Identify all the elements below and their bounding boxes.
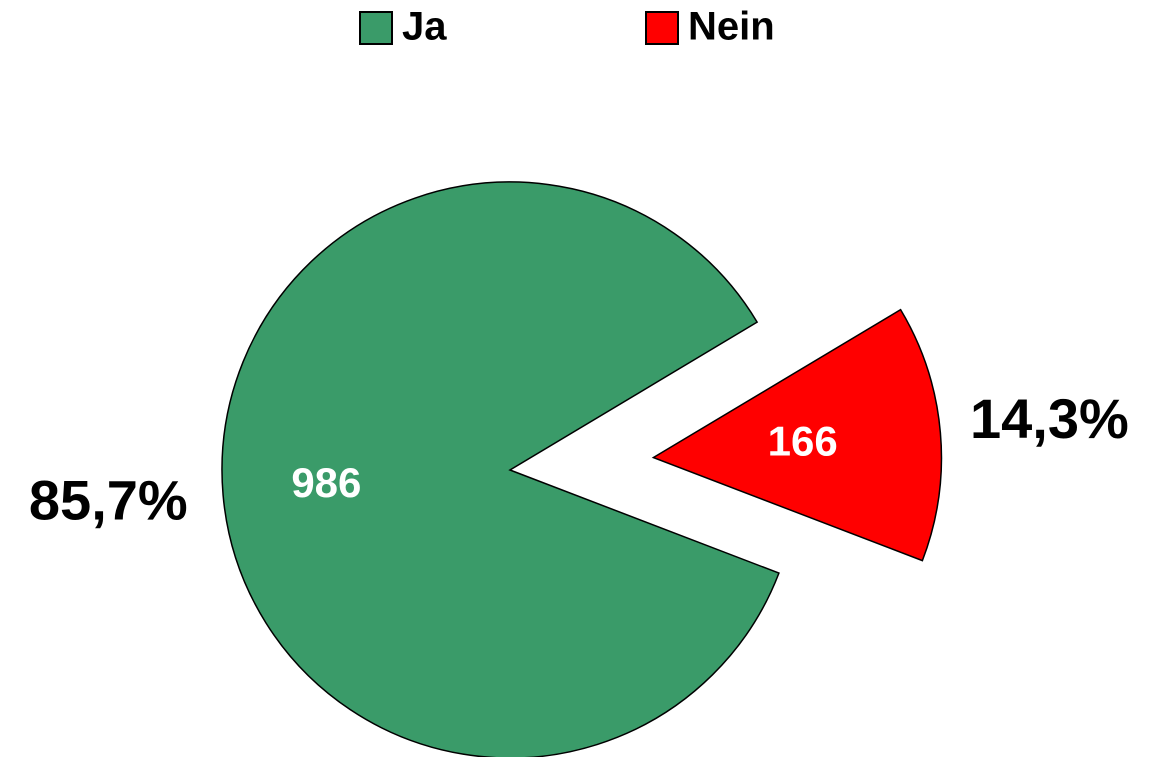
value-label: 986 <box>291 459 361 506</box>
pie-slice <box>221 181 780 757</box>
legend-label: Nein <box>688 5 775 49</box>
legend-swatch <box>645 11 679 45</box>
percentage-label: 14,3% <box>970 387 1129 450</box>
legend-label: Ja <box>402 5 447 49</box>
legend-swatch <box>359 11 393 45</box>
percentage-label: 85,7% <box>29 469 188 532</box>
pie-slice <box>651 308 943 562</box>
value-label: 166 <box>768 418 838 465</box>
